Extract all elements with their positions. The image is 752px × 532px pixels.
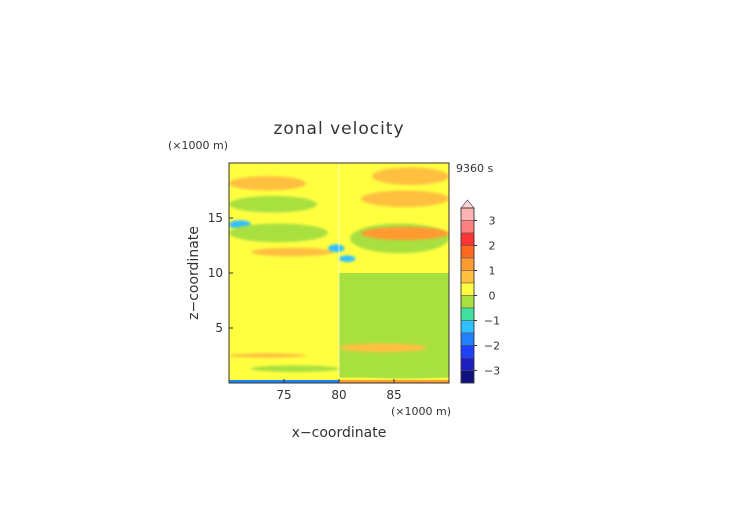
velocity-band (328, 244, 345, 253)
colorbar-level (460, 320, 475, 334)
x-tick-label: 80 (331, 388, 346, 402)
x-tick-label: 75 (276, 388, 291, 402)
y-unit-label: (×1000 m) (168, 139, 228, 152)
colorbar-tick-label: 0 (489, 290, 496, 303)
y-axis-label: z−coordinate (186, 226, 202, 320)
colorbar-level (460, 257, 475, 271)
velocity-band (361, 372, 449, 379)
axes: 75 80 85 5 10 15 (208, 211, 402, 402)
colorbar: 3 2 1 0 −1 −2 −3 (460, 199, 500, 384)
velocity-band (229, 353, 306, 358)
colorbar-level (460, 357, 475, 371)
colorbar-tick-label: 2 (489, 240, 496, 253)
time-label: 9360 s (456, 162, 493, 175)
velocity-band (229, 196, 317, 213)
velocity-band (251, 365, 339, 373)
velocity-band (361, 226, 449, 240)
colorbar-level (460, 220, 475, 234)
field-region (229, 273, 339, 306)
colorbar-level (460, 232, 475, 246)
colorbar-level (460, 345, 475, 359)
colorbar-level (460, 332, 475, 346)
colorbar-level (460, 282, 475, 296)
y-tick-label: 15 (208, 211, 223, 225)
plot-area (229, 163, 449, 383)
y-tick-label: 5 (215, 321, 223, 335)
velocity-band (339, 255, 356, 262)
colorbar-level (460, 270, 475, 284)
x-unit-label: (×1000 m) (391, 405, 451, 418)
velocity-band (339, 343, 427, 353)
colorbar-extend-arrow (460, 199, 475, 209)
colorbar-level (460, 207, 475, 221)
field-region (339, 273, 449, 378)
velocity-band (229, 223, 328, 243)
velocity-band (229, 176, 306, 191)
colorbar-level (460, 370, 475, 384)
colorbar-tick-label: −3 (484, 365, 500, 378)
colorbar-level (460, 295, 475, 309)
colorbar-tick-label: 3 (489, 215, 496, 228)
x-axis-label: x−coordinate (292, 425, 387, 441)
y-tick-label: 10 (208, 266, 223, 280)
colorbar-tick-label: 1 (489, 265, 496, 278)
velocity-band (372, 167, 449, 185)
colorbar-tick-label: −2 (484, 340, 500, 353)
x-tick-label: 85 (386, 388, 401, 402)
velocity-band (361, 190, 449, 207)
colorbar-level (460, 307, 475, 321)
colorbar-level (460, 245, 475, 259)
chart-title: zonal velocity (273, 119, 404, 139)
colorbar-tick-label: −1 (484, 315, 500, 328)
velocity-band (251, 247, 334, 257)
